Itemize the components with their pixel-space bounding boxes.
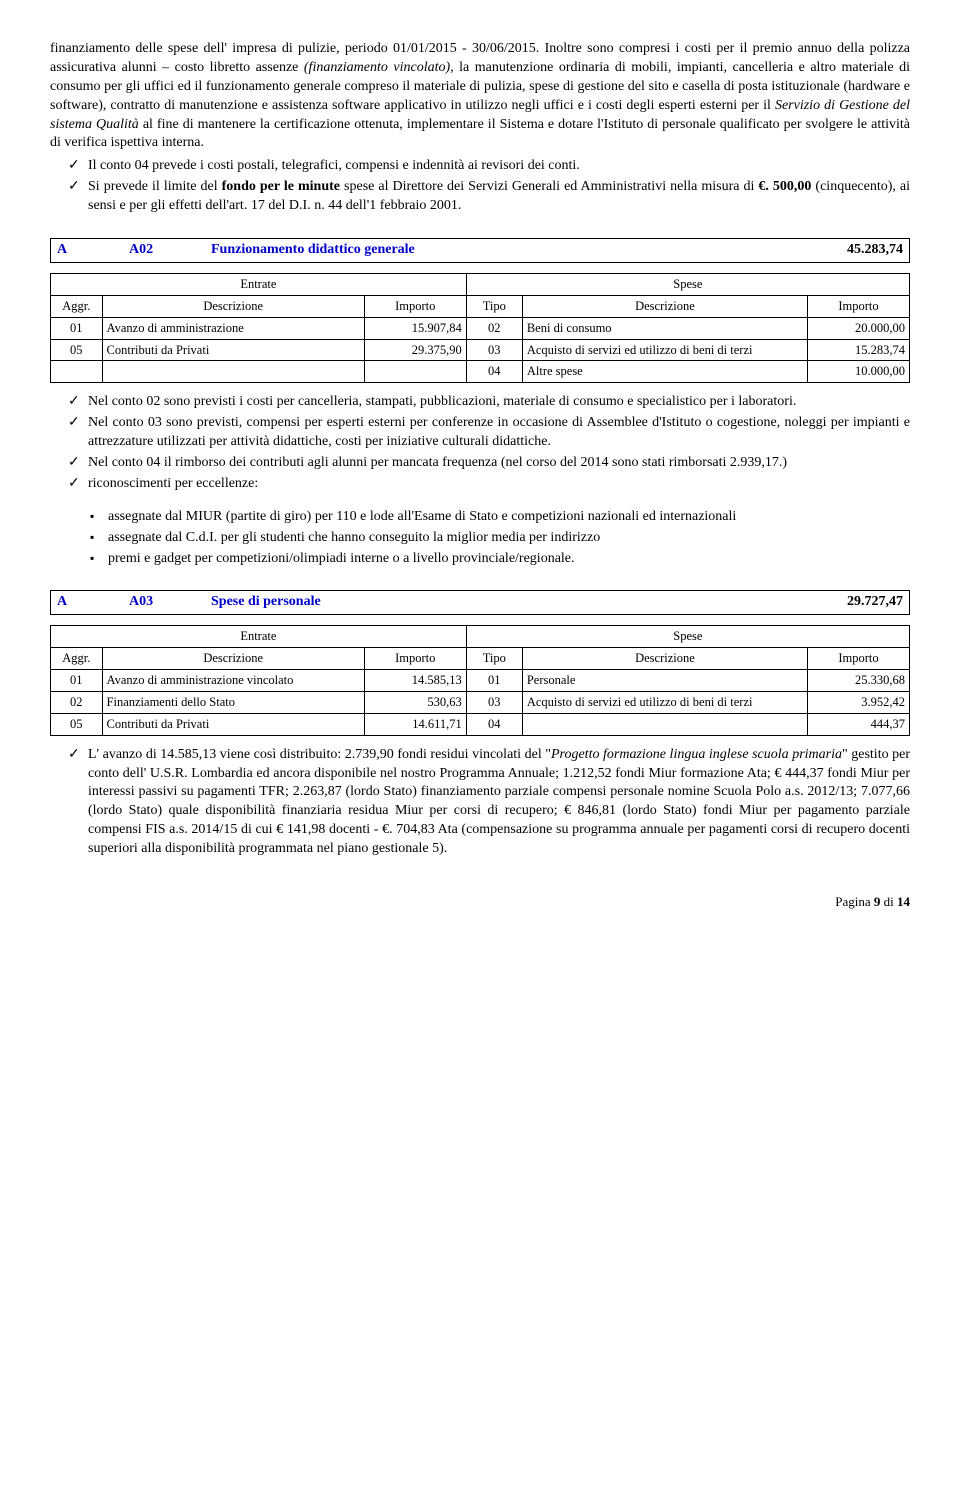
footer-label: Pagina — [835, 894, 874, 909]
section-code: A02 — [123, 239, 205, 263]
check-item: riconoscimenti per eccellenze: — [68, 475, 910, 494]
cell-desc: Beni di consumo — [522, 317, 807, 339]
cell-empty — [102, 361, 364, 383]
section-code-a: A — [51, 239, 124, 263]
check-item: Il conto 04 prevede i costi postali, tel… — [68, 157, 910, 176]
th-aggr: Aggr. — [51, 295, 103, 317]
cell-desc: Contributi da Privati — [102, 339, 364, 361]
check-item: Nel conto 02 sono previsti i costi per c… — [68, 393, 910, 412]
check-item: Nel conto 03 sono previsti, compensi per… — [68, 414, 910, 452]
th-entrate: Entrate — [51, 273, 467, 295]
th-tipo: Tipo — [466, 648, 522, 670]
a02-check-list: Nel conto 02 sono previsti i costi per c… — [50, 393, 910, 493]
cell-desc: Avanzo di amministrazione vincolato — [102, 670, 364, 692]
section-title: Funzionamento didattico generale — [205, 239, 787, 263]
footer-of: di — [880, 894, 897, 909]
section-amount: 45.283,74 — [787, 239, 910, 263]
footer-total: 14 — [897, 894, 910, 909]
cell-tipo: 03 — [466, 339, 522, 361]
bullet-item: assegnate dal C.d.I. per gli studenti ch… — [90, 529, 910, 548]
cell-aggr: 01 — [51, 670, 103, 692]
cell-aggr: 02 — [51, 691, 103, 713]
th-desc: Descrizione — [522, 295, 807, 317]
final-italic: Progetto formazione lingua inglese scuol… — [551, 747, 842, 762]
cell-desc: Acquisto di servizi ed utilizzo di beni … — [522, 339, 807, 361]
intro-check-list: Il conto 04 prevede i costi postali, tel… — [50, 157, 910, 216]
intro-paragraph: finanziamento delle spese dell' impresa … — [50, 40, 910, 153]
cell-tipo: 01 — [466, 670, 522, 692]
table-row: 01 Avanzo di amministrazione vincolato 1… — [51, 670, 910, 692]
table-row: 05 Contributi da Privati 14.611,71 04 44… — [51, 713, 910, 735]
th-desc: Descrizione — [522, 648, 807, 670]
cell-importo: 14.585,13 — [364, 670, 466, 692]
cell-importo: 10.000,00 — [808, 361, 910, 383]
check-item: Nel conto 04 il rimborso dei contributi … — [68, 454, 910, 473]
cell-empty — [51, 361, 103, 383]
th-importo: Importo — [808, 648, 910, 670]
th-importo: Importo — [364, 295, 466, 317]
cell-importo: 444,37 — [808, 713, 910, 735]
final-text-a: L' avanzo di 14.585,13 viene così distri… — [88, 747, 551, 762]
th-importo: Importo — [808, 295, 910, 317]
cell-importo: 530,63 — [364, 691, 466, 713]
section-code-a: A — [51, 591, 124, 615]
final-text-c: " gestito per conto dell' U.S.R. Lombard… — [88, 747, 910, 856]
section-header-a02: A A02 Funzionamento didattico generale 4… — [50, 238, 910, 263]
page-footer: Pagina 9 di 14 — [50, 893, 910, 911]
intro-italic-1: (finanziamento vincolato), — [304, 60, 454, 75]
cell-desc: Finanziamenti dello Stato — [102, 691, 364, 713]
th-spese: Spese — [466, 626, 909, 648]
cell-aggr: 05 — [51, 339, 103, 361]
cell-importo: 14.611,71 — [364, 713, 466, 735]
table-a03: Entrate Spese Aggr. Descrizione Importo … — [50, 625, 910, 735]
cell-importo: 15.907,84 — [364, 317, 466, 339]
cell-desc — [522, 713, 807, 735]
section-title: Spese di personale — [205, 591, 787, 615]
cell-importo: 20.000,00 — [808, 317, 910, 339]
cell-importo: 15.283,74 — [808, 339, 910, 361]
cell-desc: Avanzo di amministrazione — [102, 317, 364, 339]
a03-check-list: L' avanzo di 14.585,13 viene così distri… — [50, 746, 910, 859]
table-row: 01 Avanzo di amministrazione 15.907,84 0… — [51, 317, 910, 339]
table-a02: Entrate Spese Aggr. Descrizione Importo … — [50, 273, 910, 383]
cell-desc: Altre spese — [522, 361, 807, 383]
bullet-item: assegnate dal MIUR (partite di giro) per… — [90, 508, 910, 527]
cell-importo: 25.330,68 — [808, 670, 910, 692]
th-desc: Descrizione — [102, 648, 364, 670]
a02-bullet-list: assegnate dal MIUR (partite di giro) per… — [50, 508, 910, 569]
table-row: 04 Altre spese 10.000,00 — [51, 361, 910, 383]
cell-desc: Personale — [522, 670, 807, 692]
cell-tipo: 02 — [466, 317, 522, 339]
th-tipo: Tipo — [466, 295, 522, 317]
cell-desc: Contributi da Privati — [102, 713, 364, 735]
th-aggr: Aggr. — [51, 648, 103, 670]
th-importo: Importo — [364, 648, 466, 670]
cell-aggr: 01 — [51, 317, 103, 339]
check-item: Si prevede il limite del fondo per le mi… — [68, 178, 910, 216]
table-row: 02 Finanziamenti dello Stato 530,63 03 A… — [51, 691, 910, 713]
table-row: 05 Contributi da Privati 29.375,90 03 Ac… — [51, 339, 910, 361]
th-spese: Spese — [466, 273, 909, 295]
bullet-item: premi e gadget per competizioni/olimpiad… — [90, 550, 910, 569]
cell-tipo: 04 — [466, 361, 522, 383]
section-code: A03 — [123, 591, 205, 615]
cell-importo: 3.952,42 — [808, 691, 910, 713]
check-item: L' avanzo di 14.585,13 viene così distri… — [68, 746, 910, 859]
cell-desc: Acquisto di servizi ed utilizzo di beni … — [522, 691, 807, 713]
check-text: spese al Direttore dei Servizi Generali … — [340, 179, 758, 194]
cell-aggr: 05 — [51, 713, 103, 735]
th-entrate: Entrate — [51, 626, 467, 648]
check-text: Si prevede il limite del — [88, 179, 222, 194]
check-bold: fondo per le minute — [222, 179, 340, 194]
cell-tipo: 03 — [466, 691, 522, 713]
section-header-a03: A A03 Spese di personale 29.727,47 — [50, 590, 910, 615]
th-desc: Descrizione — [102, 295, 364, 317]
section-amount: 29.727,47 — [787, 591, 910, 615]
cell-tipo: 04 — [466, 713, 522, 735]
cell-importo: 29.375,90 — [364, 339, 466, 361]
cell-empty — [364, 361, 466, 383]
check-bold: €. 500,00 — [758, 179, 811, 194]
intro-text-3: al fine di mantenere la certificazione o… — [50, 117, 910, 151]
